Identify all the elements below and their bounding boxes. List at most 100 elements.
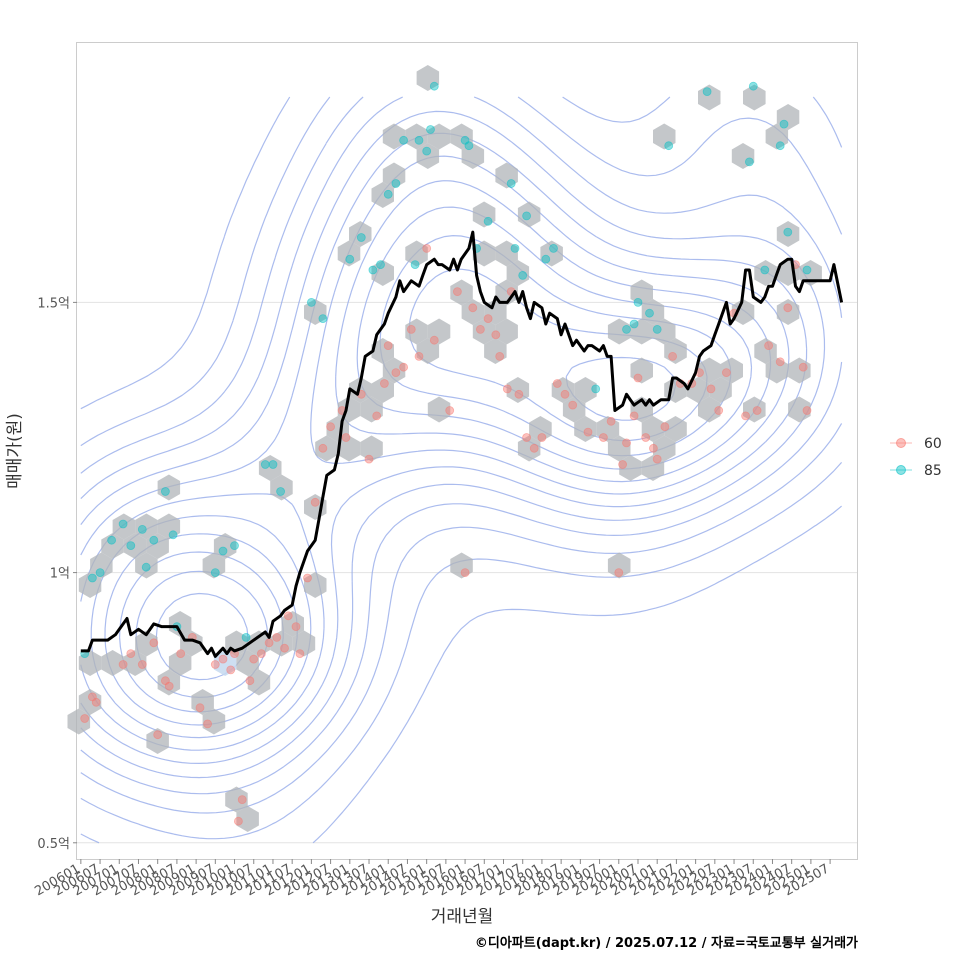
point-60	[629, 411, 639, 421]
hex-bin	[776, 221, 800, 247]
contour-line	[80, 110, 826, 779]
point-85	[652, 324, 662, 334]
point-60	[310, 497, 320, 507]
hex-bin	[157, 513, 181, 540]
point-85	[522, 211, 531, 221]
point-60	[210, 660, 220, 669]
hex-bin	[529, 416, 552, 442]
point-85	[345, 254, 355, 264]
point-85	[276, 487, 286, 496]
hex-bin	[247, 669, 271, 696]
point-85	[506, 179, 516, 188]
hex-bin	[653, 123, 676, 150]
hex-bin	[90, 552, 113, 579]
hex-bin	[405, 240, 428, 267]
point-85	[260, 460, 270, 469]
point-60	[514, 389, 524, 399]
point-60	[137, 660, 147, 669]
point-60	[283, 611, 293, 621]
hex-bin	[562, 396, 586, 423]
hex-bin	[698, 84, 721, 111]
point-60	[341, 433, 351, 442]
hex-bin	[596, 416, 620, 442]
hex-bin	[731, 299, 755, 325]
hex-bin	[664, 338, 687, 364]
point-60	[237, 795, 247, 804]
hex-bin	[360, 396, 383, 423]
point-85	[591, 384, 601, 394]
legend-key-60	[896, 438, 906, 448]
point-60	[429, 335, 439, 345]
point-60	[606, 416, 616, 426]
hex-bin	[495, 162, 518, 189]
point-60	[752, 406, 762, 415]
point-85	[645, 308, 654, 318]
point-60	[775, 357, 785, 367]
point-85	[160, 487, 170, 496]
point-60	[560, 389, 570, 399]
point-60	[391, 368, 401, 378]
hex-bin	[731, 143, 755, 169]
point-60	[422, 243, 432, 253]
point-60	[783, 303, 793, 313]
hex-bin	[641, 455, 665, 481]
point-85	[356, 233, 366, 242]
contour-line	[80, 96, 843, 795]
legend-label-85: 85	[924, 463, 942, 479]
point-60	[203, 719, 213, 729]
point-85	[126, 541, 136, 550]
hex-bin	[619, 455, 642, 481]
point-60	[652, 454, 662, 464]
point-60	[445, 406, 455, 415]
hex-bin	[607, 552, 631, 579]
point-60	[714, 406, 724, 415]
hex-bin	[146, 533, 169, 559]
point-85	[410, 260, 420, 270]
hex-bin	[427, 318, 451, 345]
point-60	[295, 649, 305, 658]
hex-bin	[427, 396, 451, 423]
contour-line	[80, 155, 790, 751]
hex-bin	[653, 318, 676, 345]
point-60	[91, 697, 101, 707]
point-60	[414, 351, 424, 361]
hex-bin	[765, 123, 789, 150]
x-axis-ticks: 2006012006072007012007072008012008072009…	[32, 859, 832, 899]
point-85	[306, 297, 316, 307]
hex-bin	[495, 279, 518, 306]
contour-line	[80, 96, 842, 844]
point-60	[195, 703, 205, 713]
hex-bin	[450, 123, 473, 150]
hex-bin	[360, 435, 383, 462]
point-60	[118, 660, 128, 669]
point-85	[510, 243, 520, 253]
point-60	[706, 384, 716, 394]
hex-bin	[754, 260, 777, 286]
point-60	[272, 633, 282, 642]
hex-bin	[78, 689, 102, 715]
hex-bin	[78, 572, 102, 598]
point-60	[399, 362, 409, 372]
point-60	[318, 443, 328, 453]
hex-bin	[337, 435, 361, 462]
point-60	[641, 433, 651, 442]
hex-bin	[472, 240, 496, 267]
hex-bin	[191, 689, 214, 715]
hex-bin	[135, 552, 158, 579]
point-60	[633, 373, 643, 383]
point-60	[495, 351, 505, 361]
point-85	[414, 135, 424, 145]
y-tick-label: 1억	[50, 567, 70, 582]
point-85	[745, 157, 754, 167]
point-60	[149, 638, 159, 648]
trend-line	[80, 230, 844, 658]
hex-bin	[225, 786, 248, 813]
point-85	[622, 324, 631, 334]
point-85	[141, 562, 151, 572]
point-85	[426, 125, 435, 134]
source-caption: ©디아파트(dapt.kr) / 2025.07.12 / 자료=국토교통부 실…	[475, 935, 858, 951]
hex-bin	[123, 650, 147, 676]
y-tick-label: 1.5억	[37, 296, 70, 311]
point-60	[618, 460, 627, 469]
